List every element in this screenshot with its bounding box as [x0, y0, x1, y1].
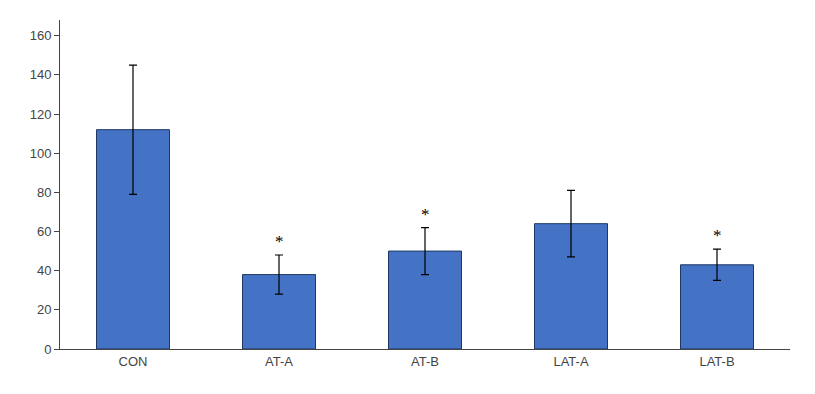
svg-text:LAT-B: LAT-B: [699, 354, 734, 369]
svg-text:0: 0: [44, 342, 51, 357]
svg-text:80: 80: [37, 185, 51, 200]
svg-text:120: 120: [30, 107, 52, 122]
svg-text:40: 40: [37, 263, 51, 278]
svg-text:100: 100: [30, 146, 52, 161]
svg-text:60: 60: [37, 224, 51, 239]
svg-text:160: 160: [30, 28, 52, 43]
svg-text:LAT-A: LAT-A: [553, 354, 588, 369]
svg-text:*: *: [713, 226, 722, 245]
svg-text:*: *: [421, 205, 430, 224]
svg-text:20: 20: [37, 302, 51, 317]
svg-text:AT-B: AT-B: [411, 354, 439, 369]
svg-text:*: *: [275, 232, 284, 251]
svg-text:AT-A: AT-A: [265, 354, 293, 369]
svg-text:CON: CON: [119, 354, 148, 369]
svg-text:140: 140: [30, 67, 52, 82]
